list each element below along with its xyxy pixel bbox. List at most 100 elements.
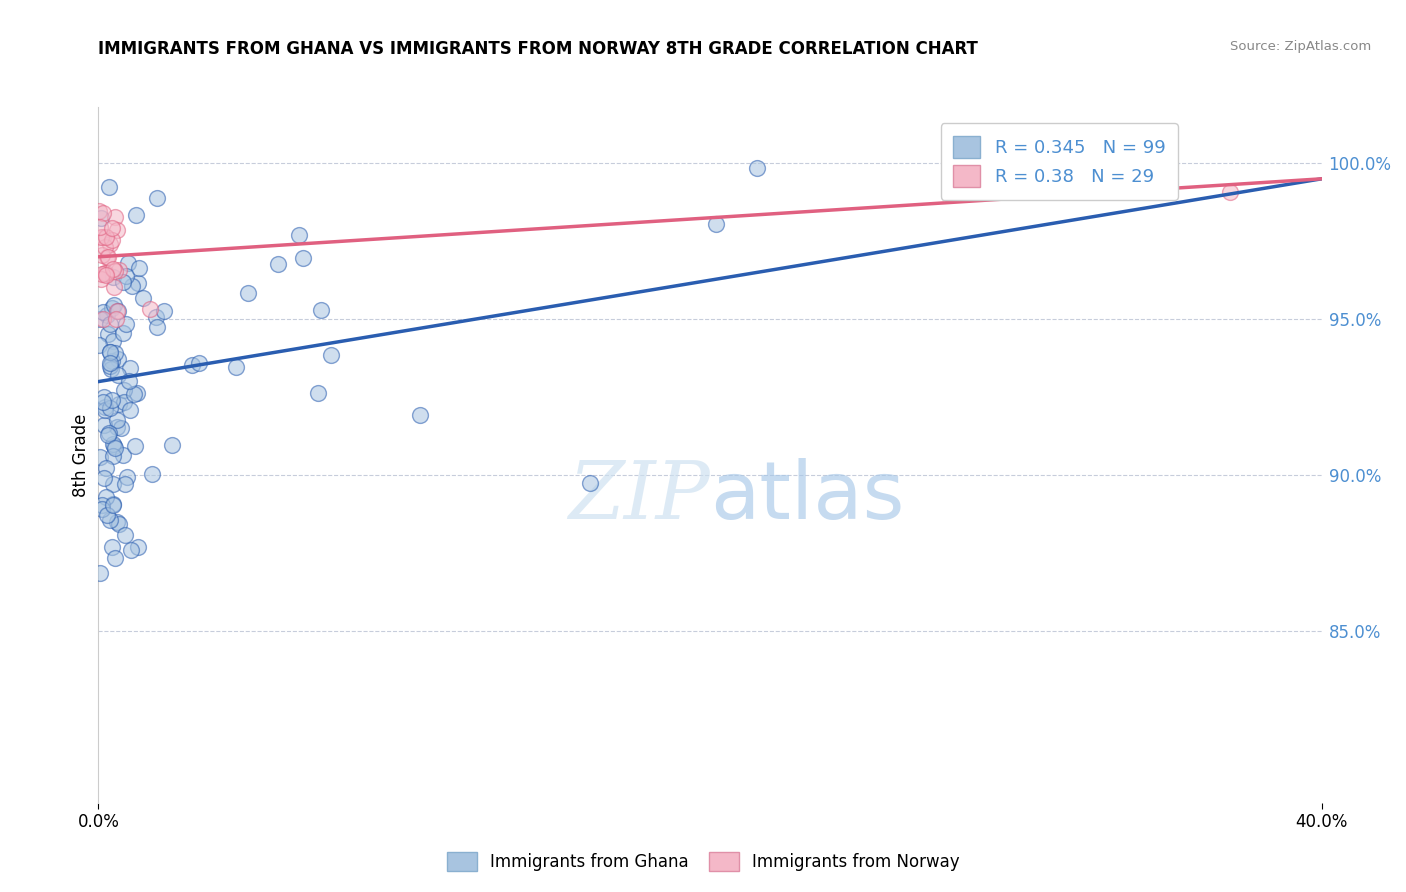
Point <box>104 264 127 278</box>
Point <box>704 217 727 231</box>
Point <box>101 301 124 316</box>
Point <box>103 437 125 451</box>
Point <box>93 471 115 485</box>
Point <box>132 291 155 305</box>
Point <box>90 502 112 516</box>
Point <box>90 272 112 286</box>
Point <box>89 220 111 235</box>
Point <box>98 426 121 441</box>
Point <box>98 317 121 331</box>
Point <box>309 302 332 317</box>
Point <box>141 467 163 481</box>
Point <box>101 477 124 491</box>
Point <box>146 320 169 334</box>
Point <box>128 261 150 276</box>
Point <box>98 359 121 373</box>
Point <box>160 438 183 452</box>
Point <box>104 210 127 224</box>
Point <box>97 250 120 264</box>
Point <box>117 470 139 484</box>
Point <box>94 266 117 280</box>
Point <box>139 301 162 316</box>
Point <box>89 312 111 326</box>
Point <box>101 498 124 512</box>
Point <box>114 528 136 542</box>
Point <box>101 449 124 463</box>
Point <box>98 344 121 359</box>
Point <box>117 255 139 269</box>
Point <box>111 326 134 340</box>
Point <box>188 356 211 370</box>
Point <box>89 450 111 465</box>
Point <box>87 338 110 352</box>
Point <box>94 403 117 417</box>
Point <box>93 418 115 433</box>
Point <box>153 304 176 318</box>
Point <box>292 252 315 266</box>
Point <box>93 390 115 404</box>
Point <box>114 476 136 491</box>
Point <box>101 541 124 555</box>
Point <box>1219 185 1241 199</box>
Point <box>115 318 138 332</box>
Point <box>104 550 127 565</box>
Point <box>98 401 121 415</box>
Point <box>105 516 128 530</box>
Point <box>267 257 290 271</box>
Point <box>104 312 127 326</box>
Point <box>101 392 124 407</box>
Point <box>108 516 131 531</box>
Point <box>105 413 128 427</box>
Point <box>118 403 141 417</box>
Point <box>121 279 143 293</box>
Point <box>307 386 329 401</box>
Legend: Immigrants from Ghana, Immigrants from Norway: Immigrants from Ghana, Immigrants from N… <box>439 843 967 880</box>
Point <box>91 206 114 220</box>
Point <box>112 448 135 462</box>
Point <box>121 542 143 557</box>
Point <box>98 513 121 527</box>
Point <box>107 304 129 318</box>
Point <box>112 383 135 397</box>
Point <box>127 386 149 401</box>
Point <box>90 211 112 226</box>
Point <box>94 230 117 244</box>
Point <box>101 262 124 277</box>
Point <box>146 191 169 205</box>
Point <box>115 268 138 283</box>
Point <box>97 326 120 341</box>
Point <box>104 441 127 455</box>
Point <box>105 420 128 434</box>
Point <box>94 400 117 414</box>
Point <box>105 303 128 318</box>
Point <box>225 360 247 375</box>
Point <box>91 498 114 512</box>
Point <box>579 475 602 490</box>
Point <box>97 179 120 194</box>
Text: IMMIGRANTS FROM GHANA VS IMMIGRANTS FROM NORWAY 8TH GRADE CORRELATION CHART: IMMIGRANTS FROM GHANA VS IMMIGRANTS FROM… <box>98 40 979 58</box>
Point <box>90 268 112 282</box>
Point <box>117 374 139 388</box>
Point <box>112 276 135 290</box>
Point <box>104 346 127 360</box>
Point <box>127 277 149 291</box>
Point <box>124 439 146 453</box>
Point <box>98 237 121 252</box>
Point <box>97 428 120 442</box>
Point <box>100 361 122 376</box>
Text: atlas: atlas <box>710 458 904 536</box>
Point <box>145 310 167 325</box>
Text: ZIP: ZIP <box>568 458 710 535</box>
Point <box>101 497 124 511</box>
Point <box>747 161 769 176</box>
Point <box>94 240 117 254</box>
Point <box>89 566 111 581</box>
Point <box>112 394 135 409</box>
Point <box>96 308 118 322</box>
Point <box>105 223 128 237</box>
Point <box>107 397 129 411</box>
Point <box>108 263 131 277</box>
Text: Source: ZipAtlas.com: Source: ZipAtlas.com <box>1230 40 1371 54</box>
Point <box>90 247 112 261</box>
Point <box>118 361 141 376</box>
